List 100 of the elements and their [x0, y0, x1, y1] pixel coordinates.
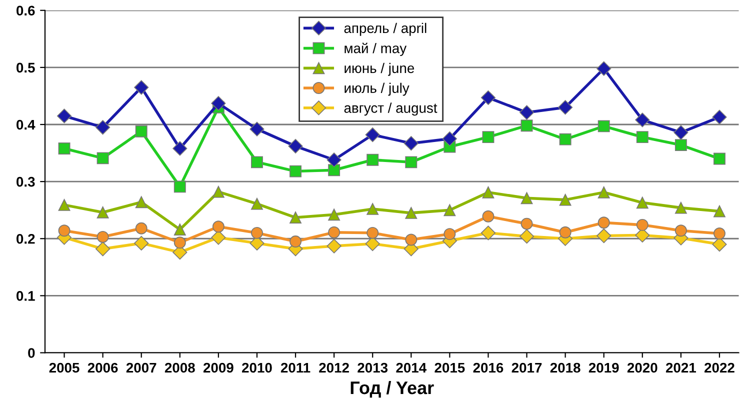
point: [674, 202, 687, 214]
point: [405, 156, 418, 168]
point: [134, 80, 149, 95]
point: [56, 108, 72, 124]
point: [519, 105, 534, 120]
y-tick-label: 0: [28, 348, 35, 358]
x-tick-label: 2005: [49, 362, 80, 373]
point: [405, 234, 418, 246]
point: [211, 230, 226, 245]
point: [444, 228, 456, 240]
point: [96, 120, 110, 135]
point: [58, 198, 70, 211]
point: [288, 138, 303, 154]
point: [674, 224, 687, 237]
point: [250, 122, 264, 136]
point: [480, 226, 496, 240]
point: [326, 152, 342, 168]
point: [58, 224, 70, 237]
x-tick-label: 2021: [666, 362, 696, 373]
point: [674, 139, 687, 152]
point: [712, 237, 727, 252]
point: [366, 226, 379, 239]
y-tick-label: 0.5: [16, 62, 35, 73]
point: [596, 61, 612, 76]
point: [96, 206, 109, 218]
point: [96, 152, 109, 164]
x-axis-title: Год / Year: [350, 380, 434, 398]
point: [328, 208, 340, 221]
point: [712, 110, 727, 124]
point: [635, 112, 650, 128]
legend-label: июнь / june: [344, 62, 414, 76]
point: [174, 224, 186, 236]
x-tick-label: 2006: [88, 362, 118, 373]
point: [558, 100, 573, 115]
point: [596, 228, 612, 244]
y-tick-label: 0.3: [16, 176, 35, 187]
point: [328, 226, 340, 238]
point: [444, 204, 456, 216]
point: [135, 196, 148, 208]
x-tick-label: 2013: [358, 362, 388, 373]
point: [290, 165, 302, 178]
point: [251, 226, 263, 239]
x-tick-label: 2017: [512, 362, 542, 373]
legend-label: май / may: [344, 42, 407, 56]
point: [134, 236, 149, 250]
x-tick-label: 2010: [242, 362, 272, 373]
legend-label: август / august: [344, 102, 438, 116]
point: [482, 186, 494, 198]
point: [714, 228, 726, 240]
point: [172, 141, 188, 156]
point: [636, 131, 648, 144]
point: [559, 133, 572, 146]
point: [519, 229, 534, 244]
y-tick-label: 0.4: [16, 120, 36, 130]
point: [326, 238, 342, 254]
point: [520, 218, 533, 230]
x-tick-label: 2012: [319, 362, 349, 373]
x-tick-label: 2016: [473, 362, 504, 373]
point: [480, 90, 496, 105]
x-tick-label: 2008: [164, 362, 195, 373]
point: [714, 205, 726, 218]
point: [520, 192, 533, 204]
point: [251, 156, 263, 168]
x-tick-label: 2015: [434, 362, 465, 373]
x-tick-label: 2018: [550, 362, 580, 373]
x-tick-label: 2011: [280, 362, 310, 373]
point: [251, 198, 263, 210]
point: [328, 164, 340, 176]
point: [405, 206, 418, 219]
x-tick-label: 2019: [588, 362, 619, 373]
x-tick-label: 2007: [126, 362, 156, 373]
point: [96, 230, 109, 243]
point: [636, 218, 648, 231]
point: [636, 196, 648, 209]
point: [442, 131, 457, 146]
point: [559, 194, 572, 206]
point: [482, 210, 494, 222]
point: [366, 202, 379, 215]
x-tick-label: 2022: [704, 362, 734, 373]
y-tick-label: 0.2: [16, 234, 35, 244]
point: [365, 127, 380, 142]
point: [58, 142, 70, 154]
point: [212, 186, 224, 198]
x-tick-label: 2009: [203, 362, 234, 373]
point: [174, 180, 186, 193]
point: [598, 186, 610, 198]
point: [714, 152, 726, 165]
point: [135, 222, 148, 234]
point: [598, 216, 610, 229]
point: [366, 154, 379, 166]
point: [404, 136, 418, 151]
legend-label: апрель / april: [344, 22, 426, 36]
x-tick-label: 2020: [627, 362, 658, 373]
point: [211, 96, 226, 111]
point: [482, 131, 494, 144]
y-tick-label: 0.6: [16, 6, 35, 16]
point: [174, 236, 186, 249]
point: [598, 120, 610, 132]
point: [212, 220, 224, 233]
point: [520, 120, 533, 132]
